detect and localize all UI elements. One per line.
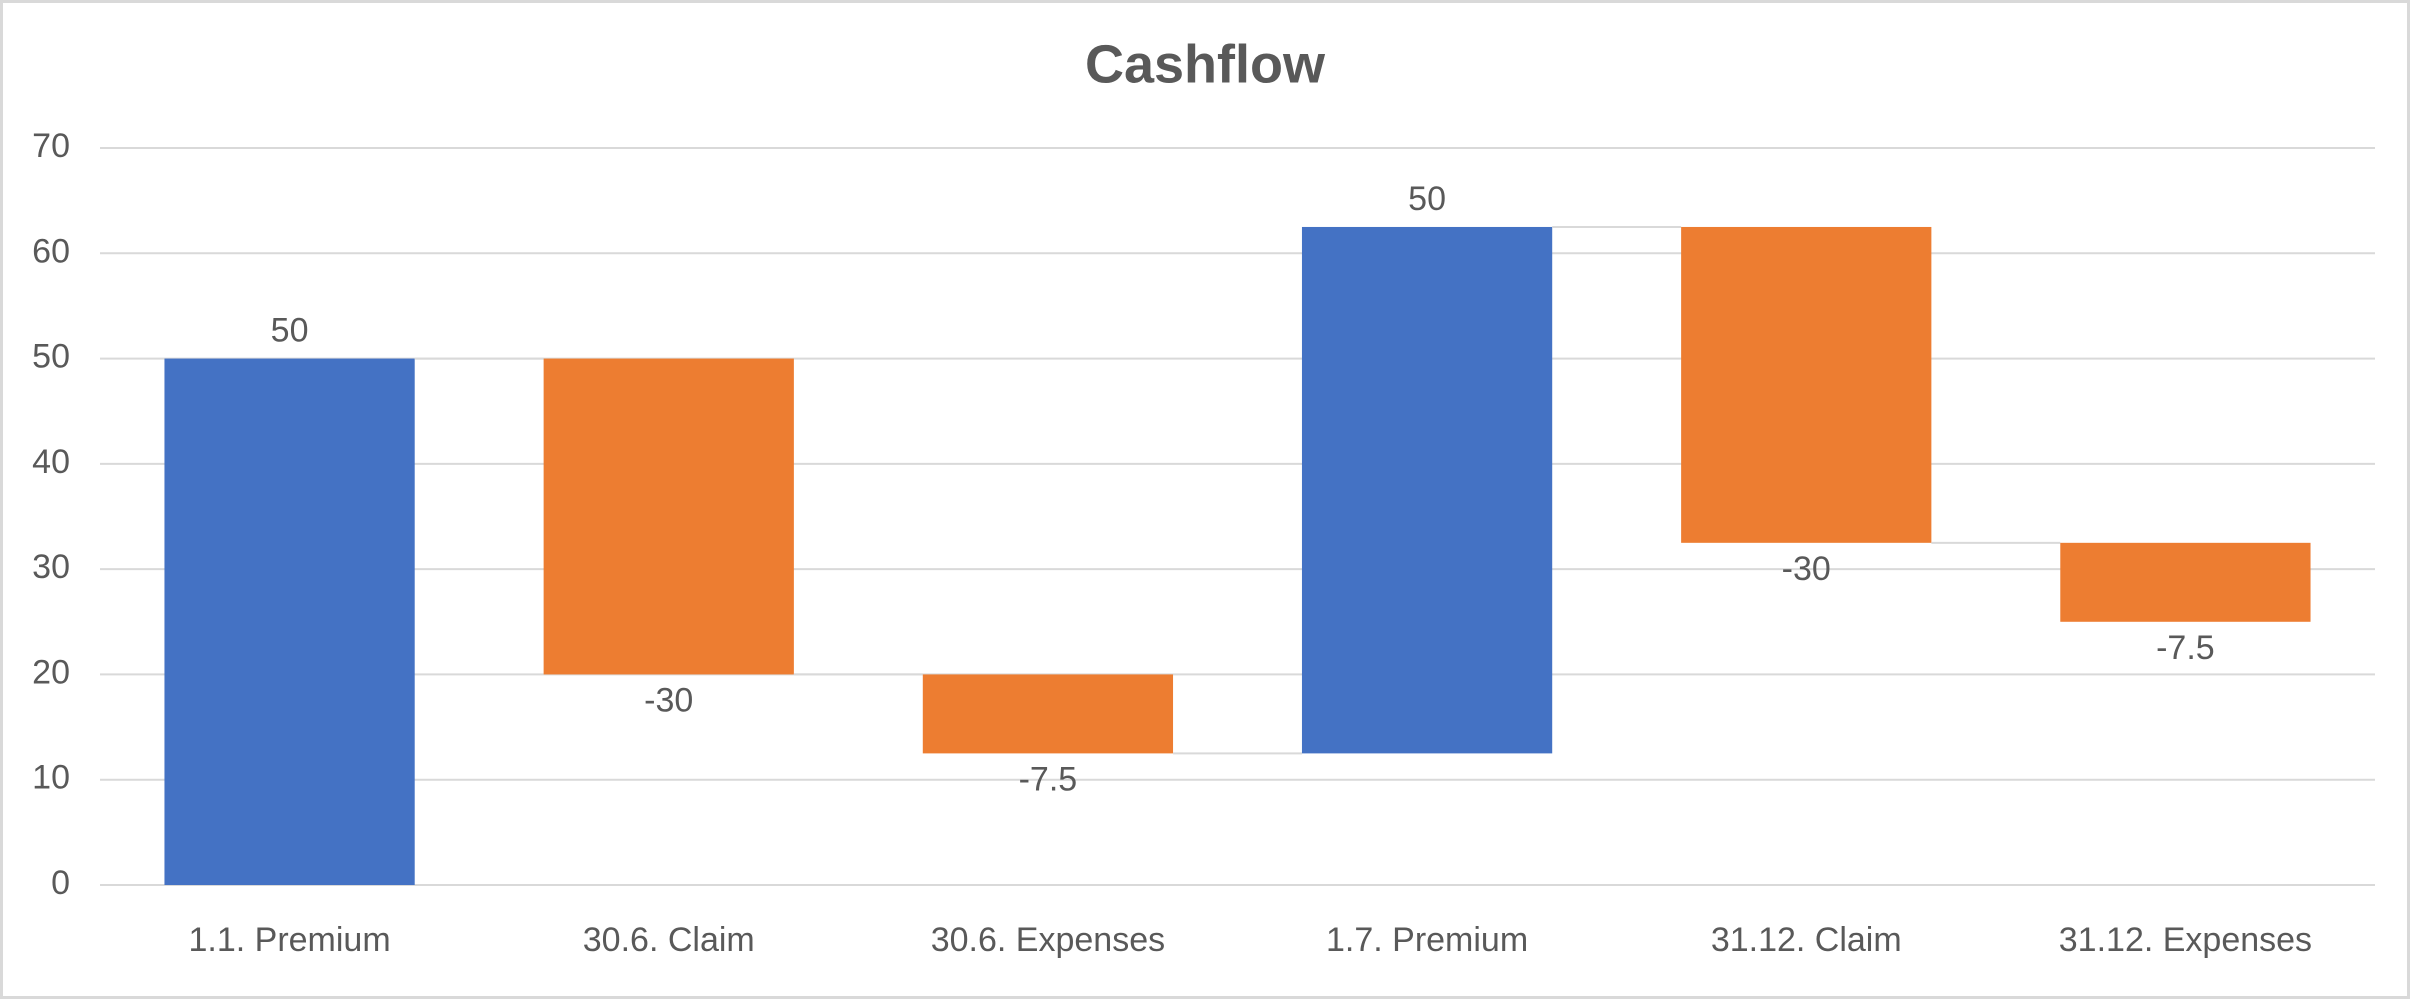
x-tick-label: 1.1. Premium <box>188 921 390 959</box>
y-tick-label: 10 <box>32 759 70 797</box>
bar <box>1681 226 1932 543</box>
bar <box>922 674 1174 754</box>
y-tick-label: 60 <box>32 232 70 270</box>
x-tick-label: 31.12. Expenses <box>2059 921 2312 959</box>
data-label: 50 <box>1408 180 1446 218</box>
x-tick-label: 31.12. Claim <box>1711 921 1902 959</box>
y-tick-label: 50 <box>32 338 70 376</box>
data-label: -30 <box>644 681 693 719</box>
y-tick-label: 20 <box>32 653 70 691</box>
y-tick-label: 0 <box>51 864 70 902</box>
bar <box>543 358 794 675</box>
x-tick-label: 1.7. Premium <box>1326 921 1528 959</box>
x-tick-label: 30.6. Claim <box>583 921 755 959</box>
y-tick-label: 70 <box>32 127 70 165</box>
data-label: -30 <box>1782 550 1831 588</box>
bar <box>164 358 415 886</box>
data-label: 50 <box>271 312 309 350</box>
bar <box>1301 226 1553 754</box>
y-tick-label: 40 <box>32 443 70 481</box>
y-tick-label: 30 <box>32 548 70 586</box>
x-tick-label: 30.6. Expenses <box>931 921 1165 959</box>
chart-title: Cashflow <box>1085 34 1326 94</box>
data-label: -7.5 <box>1019 760 1078 798</box>
data-label: -7.5 <box>2156 629 2215 667</box>
bar <box>2060 542 2311 622</box>
